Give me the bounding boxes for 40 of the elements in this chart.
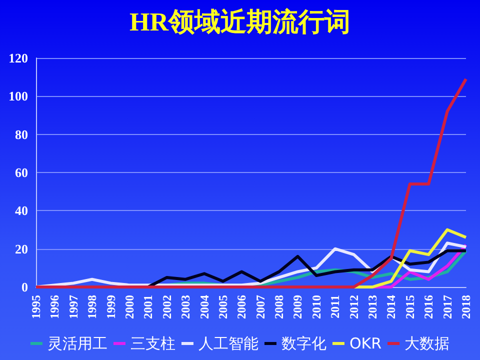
x-tick-label: 2018 <box>459 295 473 319</box>
y-tick-label: 40 <box>15 203 28 218</box>
legend-label: OKR <box>349 334 382 352</box>
chart-title: HR领域近期流行词 <box>130 8 350 36</box>
x-tick-label: 2007 <box>253 295 268 319</box>
x-tick-label: 2014 <box>384 295 398 319</box>
x-tick-label: 2005 <box>216 295 230 319</box>
legend-label: 三支柱 <box>130 334 176 352</box>
x-tick-label: 2006 <box>234 295 249 319</box>
y-tick-label: 100 <box>8 88 28 104</box>
legend-label: 数字化 <box>281 334 326 352</box>
x-tick-label: 1998 <box>85 295 100 319</box>
x-tick-label: 2008 <box>272 295 286 319</box>
x-tick-label: 1997 <box>66 295 80 319</box>
x-tick-label: 2011 <box>328 295 342 318</box>
x-tick-label: 2013 <box>366 295 380 319</box>
y-tick-label: 80 <box>15 126 28 142</box>
x-tick-label: 2003 <box>178 295 193 319</box>
x-tick-label: 2017 <box>440 295 454 319</box>
x-tick-label: 2009 <box>290 295 305 319</box>
legend-label: 灵活用工 <box>47 334 108 352</box>
x-tick-label: 2012 <box>346 295 361 319</box>
x-tick-label: 2004 <box>197 295 212 319</box>
x-tick-label: 2010 <box>309 295 324 319</box>
line-series <box>352 228 468 288</box>
x-tick-label: 1995 <box>29 295 43 319</box>
x-tick-label: 1996 <box>48 295 62 319</box>
y-tick-label: 20 <box>15 241 28 256</box>
legend-label: 人工智能 <box>198 334 258 352</box>
x-tick-label: 2000 <box>122 295 136 319</box>
x-tick-label: 2002 <box>160 295 174 319</box>
x-tick-label: 2015 <box>402 295 417 319</box>
x-tick-label: 2001 <box>141 295 156 319</box>
x-tick-label: 2016 <box>422 295 436 319</box>
y-tick-label: 120 <box>8 50 28 66</box>
y-tick-label: 60 <box>15 165 28 180</box>
y-tick-label: 0 <box>22 280 28 294</box>
x-tick-label: 1999 <box>104 295 118 319</box>
line-series <box>371 244 468 288</box>
legend-label: 大数据 <box>404 334 450 352</box>
